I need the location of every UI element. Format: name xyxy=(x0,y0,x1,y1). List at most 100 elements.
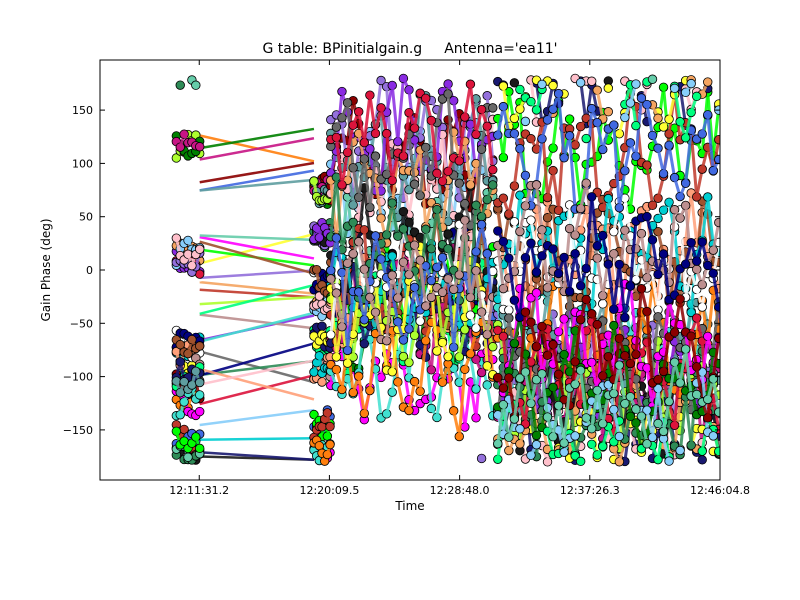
series-connector xyxy=(199,127,315,150)
series-connector xyxy=(199,283,315,315)
series-line-segment xyxy=(418,100,428,139)
series-line-segment xyxy=(612,377,621,432)
series-line-segment xyxy=(413,93,422,129)
series-line-segment xyxy=(590,390,599,429)
data-point xyxy=(669,83,680,94)
series-line-segment xyxy=(623,142,632,172)
data-point xyxy=(325,439,335,450)
x-tick-label: 12:28:48.0 xyxy=(430,484,490,497)
series-line-segment xyxy=(401,112,411,157)
data-point xyxy=(515,424,525,434)
series-connector xyxy=(199,169,315,192)
series-line-segment xyxy=(678,209,688,298)
series-line-segment xyxy=(468,84,478,135)
series-line-segment xyxy=(606,264,616,310)
data-point xyxy=(587,76,597,86)
y-tick-label: 150 xyxy=(72,104,93,117)
series-line-segment xyxy=(551,344,561,375)
series-line-segment xyxy=(623,285,632,318)
data-point xyxy=(691,91,702,102)
series-line-segment xyxy=(695,168,704,198)
data-point xyxy=(703,77,713,87)
x-axis-label: Time xyxy=(394,499,424,513)
series-line-segment xyxy=(540,373,550,418)
chart-title: G table: BPinitialgain.g Antenna='ea11' xyxy=(262,41,557,57)
series-line-segment xyxy=(689,192,699,243)
series-line-segment xyxy=(485,126,495,170)
data-point xyxy=(509,78,520,88)
series-line-segment xyxy=(546,286,555,324)
data-point xyxy=(195,244,205,254)
data-point xyxy=(195,341,205,351)
y-tick-label: −50 xyxy=(70,317,93,330)
series-line-segment xyxy=(407,381,417,411)
series-line-segment xyxy=(595,89,605,120)
series-line-segment xyxy=(507,221,516,311)
series-line-segment xyxy=(667,145,677,178)
series-line-segment xyxy=(639,233,649,278)
series-line-segment xyxy=(507,343,516,372)
series-line-segment xyxy=(590,225,599,259)
series-line-segment xyxy=(368,155,377,208)
data-point xyxy=(488,103,498,113)
series-line-segment xyxy=(463,141,472,186)
series-line-segment xyxy=(590,321,599,382)
series-line-segment xyxy=(612,124,621,208)
data-point xyxy=(570,431,580,441)
series-line-segment xyxy=(562,292,572,357)
data-point xyxy=(603,83,613,93)
y-axis-label: Gain Phase (deg) xyxy=(39,218,53,321)
series-line-segment xyxy=(357,376,366,414)
series-line-segment xyxy=(507,257,516,301)
data-point xyxy=(581,133,591,144)
data-point xyxy=(714,217,720,228)
data-point xyxy=(575,77,586,88)
series-line-segment xyxy=(496,106,505,136)
series-connector xyxy=(199,235,315,260)
series-line-segment xyxy=(485,296,495,335)
series-line-segment xyxy=(623,349,632,417)
series-line-segment xyxy=(601,235,610,265)
series-line-segment xyxy=(689,335,699,368)
series-line-segment xyxy=(678,348,688,384)
data-point xyxy=(603,107,613,117)
series-line-segment xyxy=(711,338,720,378)
series-line-segment xyxy=(368,94,377,134)
series-line-segment xyxy=(373,368,383,419)
series-line-segment xyxy=(357,291,366,321)
series-line-segment xyxy=(678,298,688,333)
series-line-segment xyxy=(385,202,394,236)
data-point xyxy=(714,134,720,145)
series-line-segment xyxy=(651,316,660,373)
series-line-segment xyxy=(396,261,405,299)
series-line-segment xyxy=(435,209,444,245)
series-line-segment xyxy=(662,253,671,300)
series-line-segment xyxy=(617,170,627,208)
series-line-segment xyxy=(673,128,682,176)
series-line-segment xyxy=(418,260,428,307)
data-point xyxy=(195,406,205,417)
data-point xyxy=(647,74,658,84)
data-point xyxy=(195,390,205,400)
series-line-segment xyxy=(601,394,610,424)
series-line-segment xyxy=(617,364,627,405)
series-line-segment xyxy=(463,381,472,428)
series-line-segment xyxy=(407,287,417,330)
series-line-segment xyxy=(700,212,710,257)
series-line-segment xyxy=(373,80,383,125)
series-line-segment xyxy=(595,344,605,391)
data-point xyxy=(488,165,498,175)
series-line-segment xyxy=(441,180,450,228)
series-line-segment xyxy=(711,378,720,413)
series-line-segment xyxy=(418,340,428,392)
series-connector xyxy=(199,450,315,461)
series-line-segment xyxy=(385,133,394,181)
data-point xyxy=(531,440,542,450)
series-line-segment xyxy=(362,95,372,143)
series-connector xyxy=(199,313,315,330)
series-line-segment xyxy=(418,149,428,227)
y-tick-label: −150 xyxy=(63,424,93,437)
series-line-segment xyxy=(523,371,533,404)
series-line-segment xyxy=(485,384,495,417)
